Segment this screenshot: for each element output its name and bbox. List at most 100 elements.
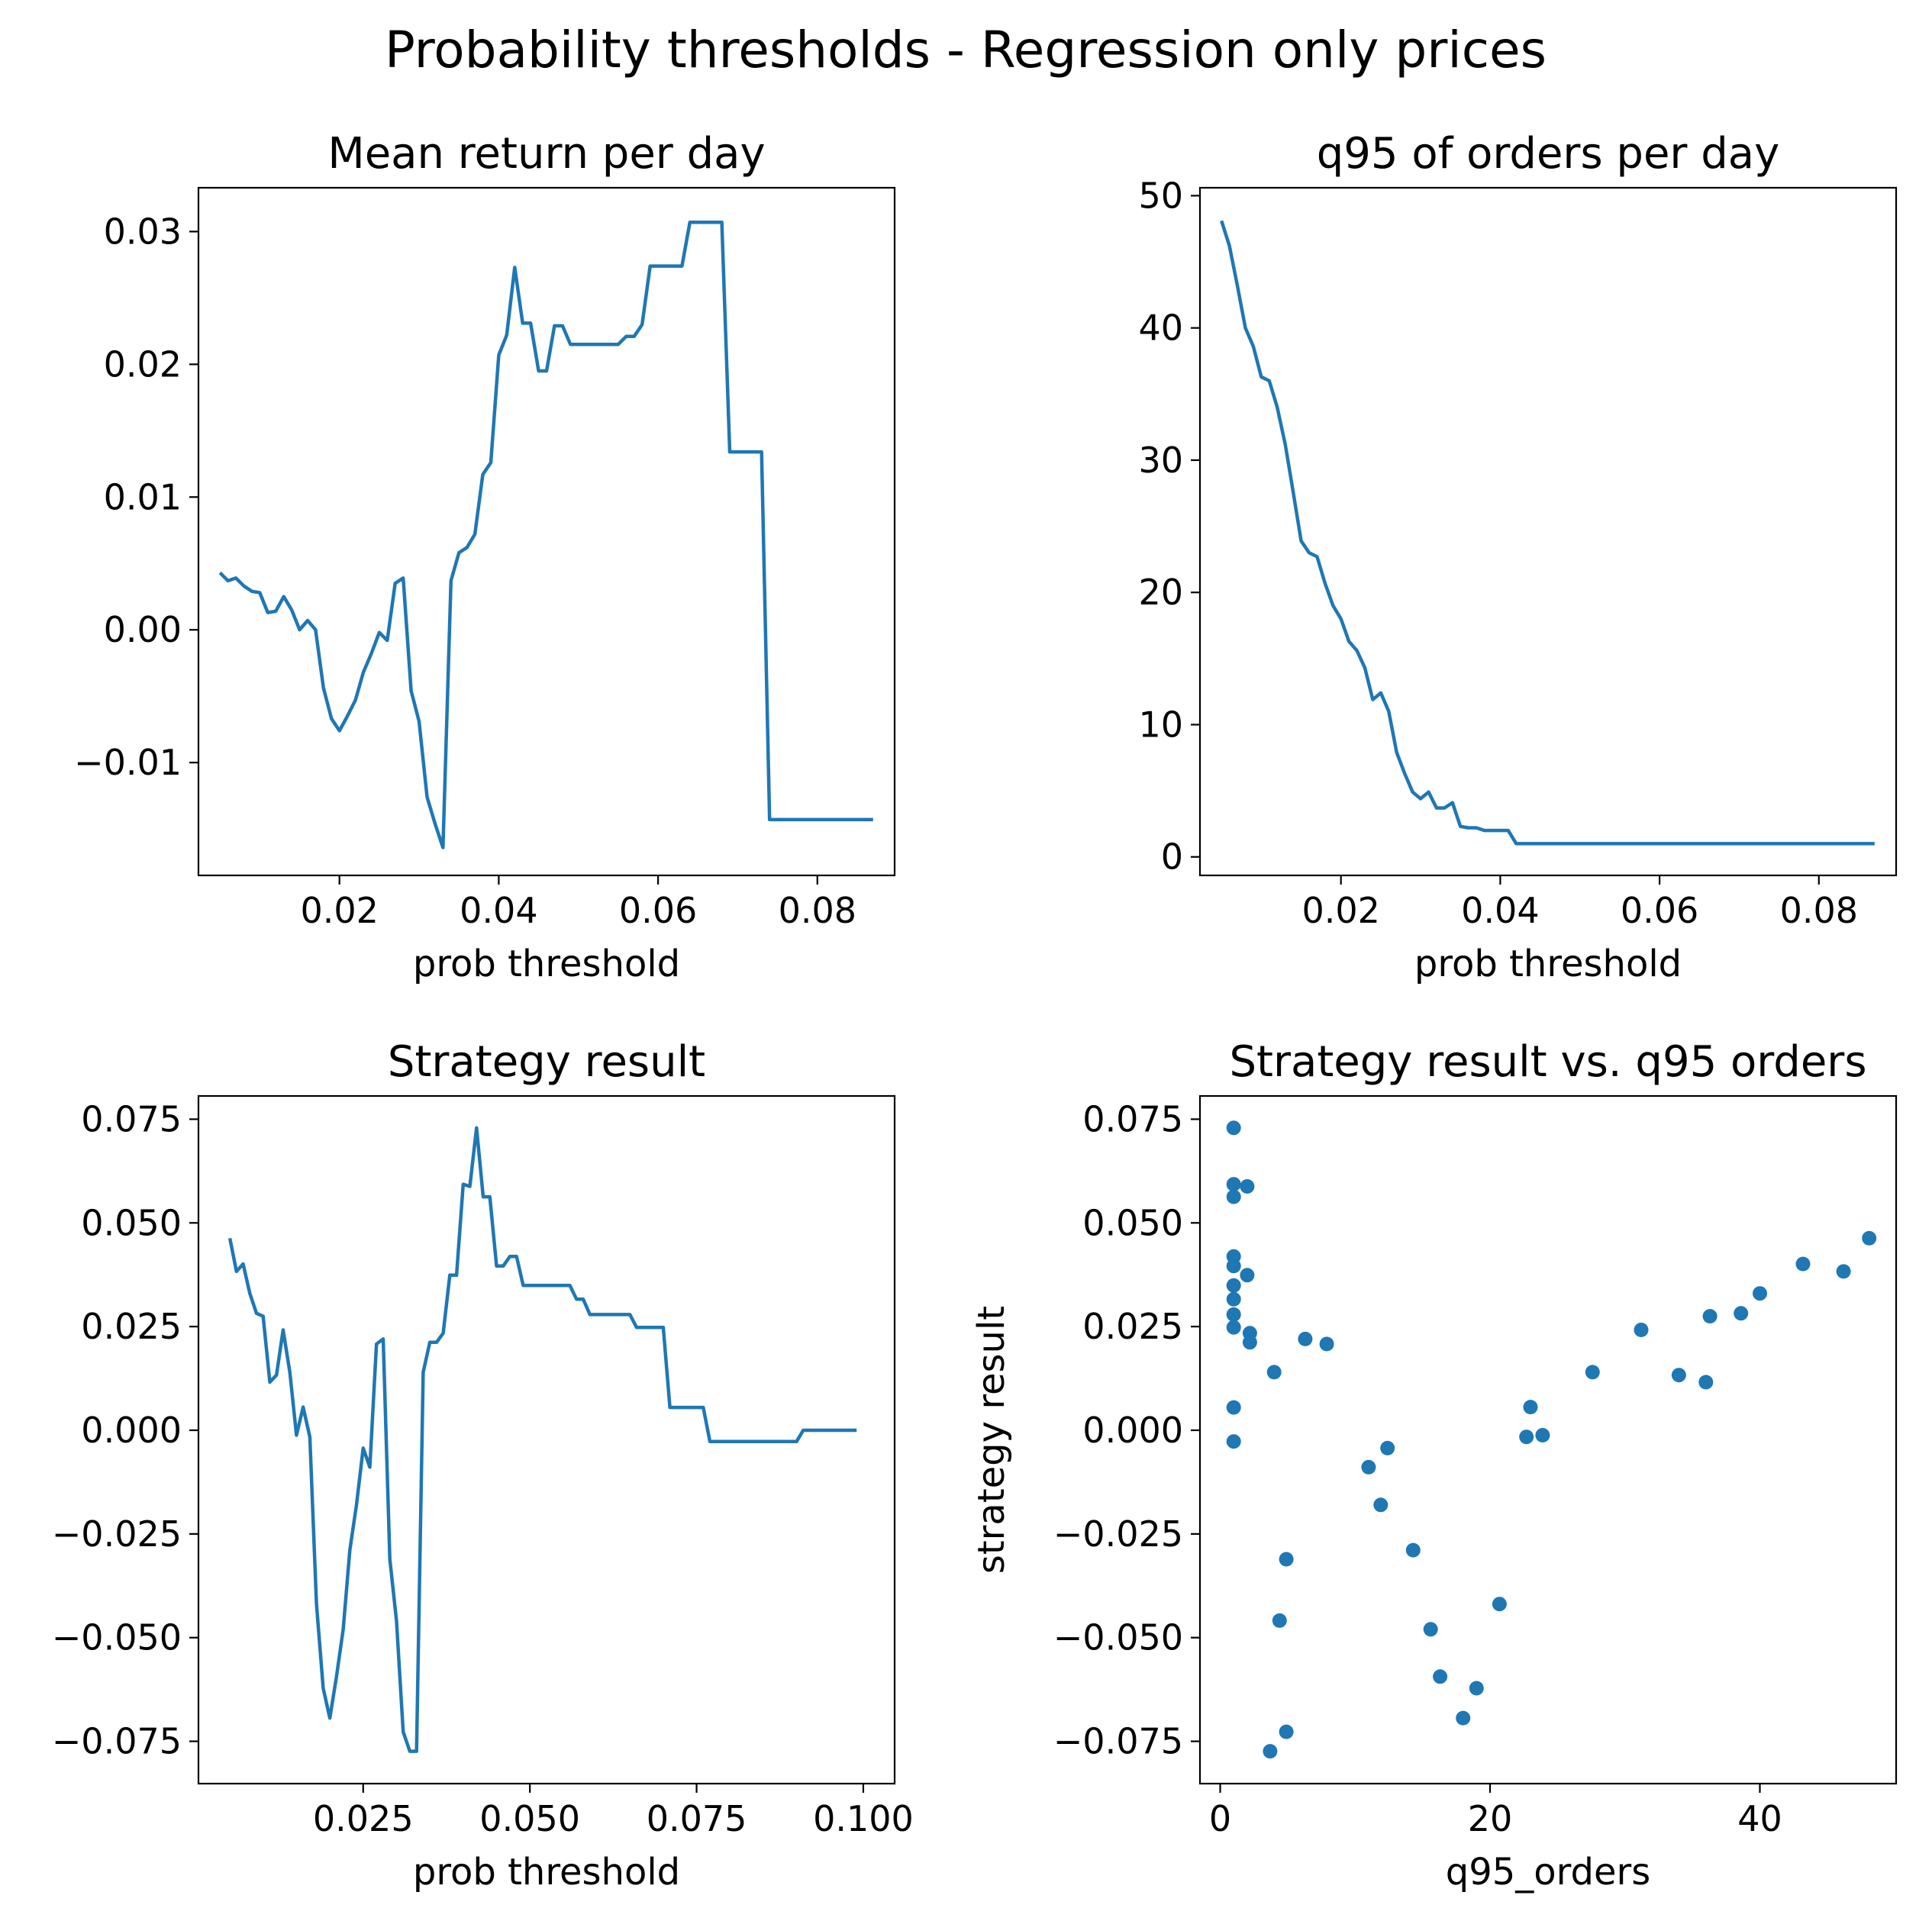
mean-return-xtick-label: 0.04 xyxy=(460,890,537,931)
strategy-result-ytick-label: 0.025 xyxy=(81,1306,182,1347)
strategy-vs-q95-point xyxy=(1519,1429,1534,1445)
mean-return-xtick-label: 0.08 xyxy=(779,890,856,931)
strategy-result-xtick-label: 0.025 xyxy=(313,1798,414,1839)
strategy-result-ytick-label: 0.000 xyxy=(81,1410,182,1451)
strategy-vs-q95-point xyxy=(1862,1230,1877,1246)
strategy-vs-q95-point xyxy=(1795,1256,1811,1272)
strategy-result-axes-frame xyxy=(197,1094,896,1785)
strategy-result-xtick-label: 0.100 xyxy=(813,1798,914,1839)
strategy-vs-q95-point xyxy=(1535,1428,1550,1442)
strategy-vs-q95-point xyxy=(1226,1307,1241,1322)
mean-return-xtick-label: 0.06 xyxy=(619,890,697,931)
figure-title: Probability thresholds - Regression only… xyxy=(385,21,1547,79)
strategy-vs-q95-point xyxy=(1266,1365,1282,1380)
strategy-vs-q95-point xyxy=(1240,1179,1255,1194)
mean-return-title: Mean return per day xyxy=(327,129,765,179)
strategy-vs-q95-point xyxy=(1753,1286,1767,1301)
strategy-vs-q95-ytick-label: −0.075 xyxy=(1053,1721,1183,1762)
strategy-vs-q95-point xyxy=(1433,1669,1448,1684)
strategy-vs-q95-point xyxy=(1671,1368,1686,1383)
strategy-result-ytick-label: 0.075 xyxy=(81,1098,182,1139)
strategy-vs-q95-point xyxy=(1279,1724,1294,1739)
strategy-vs-q95-point xyxy=(1226,1400,1241,1415)
strategy-vs-q95-point xyxy=(1298,1331,1313,1346)
mean-return-xtick-label: 0.02 xyxy=(300,890,378,931)
panel-strategy-result: Strategy result 0.025 0.050 0.075 0.100 −0.07… xyxy=(52,1037,914,1894)
strategy-vs-q95-point xyxy=(1263,1744,1278,1759)
q95-orders-ytick-label: 40 xyxy=(1138,308,1183,349)
strategy-result-ytick-label: −0.025 xyxy=(52,1513,182,1555)
strategy-vs-q95-point xyxy=(1226,1189,1241,1204)
strategy-vs-q95-axes-frame xyxy=(1198,1094,1898,1785)
strategy-vs-q95-title: Strategy result vs. q95 orders xyxy=(1230,1037,1867,1087)
mean-return-ytick-label: −0.01 xyxy=(74,742,182,783)
q95-orders-ytick-label: 10 xyxy=(1138,704,1183,745)
mean-return-ytick-label: 0.03 xyxy=(104,211,182,252)
strategy-vs-q95-point xyxy=(1836,1264,1851,1279)
panel-q95-orders: q95 of orders per day 0.02 0.04 0.06 0.08 0 10… xyxy=(1138,129,1898,985)
strategy-vs-q95-point xyxy=(1469,1681,1484,1696)
strategy-vs-q95-point xyxy=(1373,1497,1389,1513)
strategy-vs-q95-point xyxy=(1240,1268,1255,1283)
mean-return-series-line xyxy=(218,220,873,849)
strategy-result-title: Strategy result xyxy=(388,1037,705,1087)
strategy-vs-q95-point xyxy=(1585,1365,1600,1380)
strategy-vs-q95-point xyxy=(1361,1459,1376,1475)
strategy-vs-q95-point xyxy=(1634,1323,1649,1337)
mean-return-xlabel: prob threshold xyxy=(413,943,680,985)
mean-return-ytick-label: 0.01 xyxy=(104,476,182,517)
strategy-vs-q95-point xyxy=(1423,1622,1438,1637)
q95-orders-ytick-label: 0 xyxy=(1161,836,1183,878)
strategy-vs-q95-point xyxy=(1226,1177,1241,1192)
strategy-vs-q95-point xyxy=(1242,1335,1257,1350)
strategy-vs-q95-xtick-label: 0 xyxy=(1209,1798,1231,1839)
strategy-vs-q95-point xyxy=(1492,1597,1507,1612)
strategy-vs-q95-ytick-label: 0.075 xyxy=(1082,1098,1183,1139)
mean-return-axes-frame xyxy=(197,186,896,877)
strategy-vs-q95-ytick-label: −0.050 xyxy=(1053,1617,1183,1658)
strategy-vs-q95-point xyxy=(1272,1613,1287,1628)
q95-orders-xlabel: prob threshold xyxy=(1414,943,1682,985)
strategy-vs-q95-xtick-label: 20 xyxy=(1468,1798,1513,1839)
strategy-result-xlabel: prob threshold xyxy=(413,1851,680,1894)
strategy-vs-q95-point xyxy=(1279,1552,1294,1567)
q95-orders-series-line xyxy=(1220,220,1875,846)
strategy-result-ytick-label: 0.050 xyxy=(81,1202,182,1243)
strategy-vs-q95-point xyxy=(1702,1309,1718,1324)
strategy-result-xtick-label: 0.050 xyxy=(479,1798,580,1839)
strategy-vs-q95-point xyxy=(1319,1336,1334,1352)
strategy-vs-q95-ytick-label: −0.025 xyxy=(1053,1513,1183,1555)
strategy-vs-q95-point xyxy=(1226,1291,1241,1307)
strategy-result-xtick-label: 0.075 xyxy=(647,1798,747,1839)
q95-orders-title: q95 of orders per day xyxy=(1317,129,1780,179)
strategy-vs-q95-point xyxy=(1226,1120,1241,1136)
q95-orders-xtick-label: 0.08 xyxy=(1780,890,1858,931)
panel-mean-return: Mean return per day 0.02 0.04 0.06 0.08 −0.01… xyxy=(74,129,896,985)
strategy-vs-q95-point xyxy=(1226,1320,1241,1335)
strategy-result-ytick-label: −0.075 xyxy=(52,1721,182,1762)
strategy-vs-q95-point xyxy=(1226,1434,1241,1449)
strategy-result-series-line xyxy=(227,1126,857,1753)
strategy-vs-q95-point xyxy=(1380,1440,1395,1455)
q95-orders-ytick-label: 50 xyxy=(1138,175,1183,216)
q95-orders-xtick-label: 0.02 xyxy=(1301,890,1379,931)
strategy-vs-q95-point xyxy=(1456,1710,1471,1726)
strategy-vs-q95-point xyxy=(1226,1278,1241,1293)
strategy-vs-q95-xlabel: q95_orders xyxy=(1446,1851,1651,1894)
q95-orders-ytick-label: 30 xyxy=(1138,440,1183,481)
strategy-vs-q95-ytick-label: 0.025 xyxy=(1082,1306,1183,1347)
strategy-vs-q95-point xyxy=(1698,1375,1714,1390)
strategy-vs-q95-ytick-label: 0.050 xyxy=(1082,1202,1183,1243)
q95-orders-axes-frame xyxy=(1198,186,1898,877)
strategy-vs-q95-ytick-label: 0.000 xyxy=(1082,1410,1183,1451)
mean-return-ytick-label: 0.00 xyxy=(104,609,182,650)
strategy-vs-q95-point xyxy=(1226,1259,1241,1274)
panel-strategy-vs-q95: Strategy result vs. q95 orders 0 20 40 −0.07… xyxy=(970,1037,1898,1894)
strategy-vs-q95-xtick-label: 40 xyxy=(1737,1798,1782,1839)
q95-orders-ytick-label: 20 xyxy=(1138,572,1183,613)
strategy-result-ytick-label: −0.050 xyxy=(52,1617,182,1658)
q95-orders-xtick-label: 0.04 xyxy=(1461,890,1539,931)
strategy-vs-q95-point xyxy=(1734,1306,1749,1321)
q95-orders-xtick-label: 0.06 xyxy=(1621,890,1698,931)
